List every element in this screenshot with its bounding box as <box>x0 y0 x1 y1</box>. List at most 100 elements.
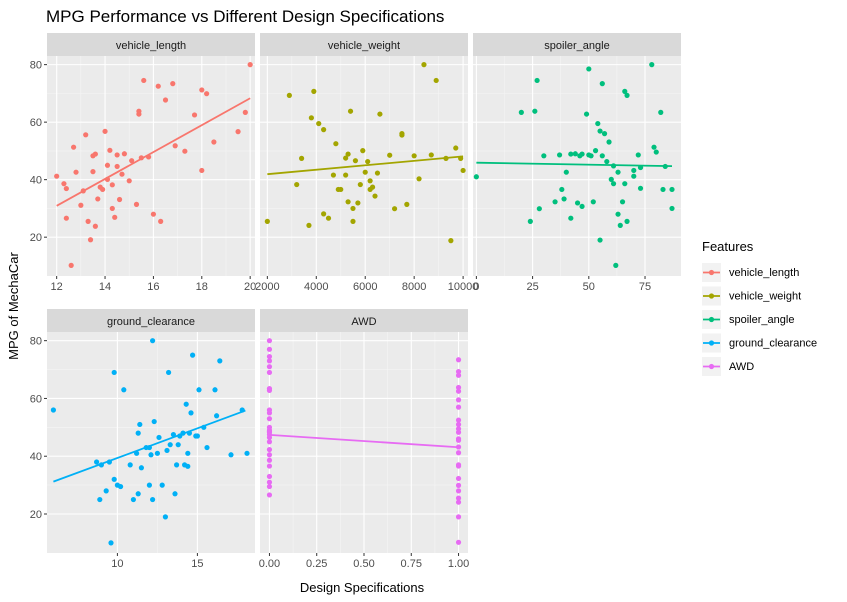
data-point <box>527 218 533 224</box>
trend-line <box>53 409 246 483</box>
panel-ground_clearance: ground_clearance 10 15 20 40 60 80 <box>30 309 255 570</box>
data-point <box>78 202 84 208</box>
data-point <box>108 540 114 546</box>
legend-title: Features <box>702 239 754 254</box>
data-point <box>194 433 200 439</box>
panel-background <box>47 332 255 553</box>
data-point <box>266 369 273 376</box>
data-point <box>411 153 417 159</box>
data-point <box>135 430 141 436</box>
panel-strip-label: ground_clearance <box>107 316 195 328</box>
legend-key-point <box>708 340 715 346</box>
data-point <box>455 384 462 391</box>
panel-strip <box>47 33 255 56</box>
legend-entry-vehicle_weight: vehicle_weight <box>702 286 801 306</box>
x-tick-label: 75 <box>639 281 651 293</box>
x-tick-label: 1.00 <box>448 558 469 570</box>
data-point <box>83 132 89 138</box>
data-point <box>561 196 567 202</box>
data-point <box>151 418 157 425</box>
data-point <box>119 171 125 177</box>
data-point <box>266 446 273 453</box>
y-tick-label: 80 <box>30 336 42 348</box>
data-point <box>266 346 273 352</box>
data-point <box>299 155 305 161</box>
data-point <box>175 442 181 448</box>
data-point <box>211 139 217 145</box>
y-tick-label: 80 <box>30 60 42 72</box>
data-point <box>601 131 608 137</box>
x-tick-label: 0.50 <box>353 558 374 570</box>
data-point <box>631 167 637 174</box>
data-point <box>266 353 273 360</box>
data-point <box>599 153 605 159</box>
data-point <box>374 170 381 176</box>
x-tick-label: 0.75 <box>401 558 422 570</box>
data-point <box>653 149 659 155</box>
data-point <box>167 442 173 448</box>
data-point <box>613 262 619 268</box>
data-point <box>150 496 156 503</box>
data-point <box>660 186 666 193</box>
data-point <box>563 169 569 175</box>
y-tick-label: 60 <box>30 117 42 129</box>
x-tick-label: 20 <box>244 281 256 293</box>
data-point <box>116 196 123 203</box>
x-tick-label: 50 <box>583 281 595 293</box>
data-point <box>455 450 462 456</box>
data-point <box>204 444 210 451</box>
data-point <box>631 173 637 179</box>
data-point <box>266 387 273 393</box>
data-point <box>367 178 373 184</box>
data-point <box>244 450 250 456</box>
legend-key-point <box>708 269 715 276</box>
legend-label: vehicle_weight <box>729 291 801 303</box>
data-point <box>352 158 359 164</box>
data-point <box>669 205 675 212</box>
data-point <box>104 162 111 168</box>
data-point <box>103 488 109 494</box>
legend-entry-ground_clearance: ground_clearance <box>702 333 817 353</box>
data-point <box>308 115 314 121</box>
data-point <box>266 492 273 498</box>
data-point <box>266 358 273 364</box>
data-point <box>559 186 565 193</box>
panel-vehicle_length: vehicle_length 12 14 16 18 20 20 40 60 80 <box>30 33 256 293</box>
data-point <box>572 151 578 157</box>
data-point <box>347 108 354 114</box>
panel-strip-label: spoiler_angle <box>544 40 609 52</box>
data-point <box>138 465 144 471</box>
data-point <box>606 139 612 145</box>
data-point <box>552 199 558 205</box>
data-point <box>92 223 98 229</box>
data-point <box>345 199 351 205</box>
data-point <box>377 111 383 117</box>
data-point <box>518 109 524 115</box>
data-point <box>136 108 142 114</box>
data-point <box>579 203 585 210</box>
data-point <box>162 514 168 520</box>
data-point <box>624 218 630 224</box>
x-tick-label: 10 <box>111 558 123 570</box>
data-point <box>590 199 596 205</box>
data-point <box>433 77 439 84</box>
data-point <box>455 539 462 545</box>
data-point <box>266 410 273 416</box>
data-point <box>455 417 462 423</box>
data-point <box>266 364 273 370</box>
legend-key-point <box>708 293 715 299</box>
data-point <box>624 92 630 98</box>
data-point <box>362 169 368 175</box>
x-tick-label: 2000 <box>255 281 279 293</box>
data-point <box>556 152 563 158</box>
trend-line <box>476 161 673 168</box>
data-point <box>568 215 574 221</box>
y-tick-label: 20 <box>30 232 42 244</box>
data-point <box>651 144 657 150</box>
x-tick-label: 15 <box>191 558 203 570</box>
data-point <box>343 172 349 178</box>
data-point <box>455 463 462 469</box>
x-tick-label: 4000 <box>304 281 328 293</box>
data-point <box>191 112 198 118</box>
panel-strip-label: AWD <box>351 316 376 328</box>
